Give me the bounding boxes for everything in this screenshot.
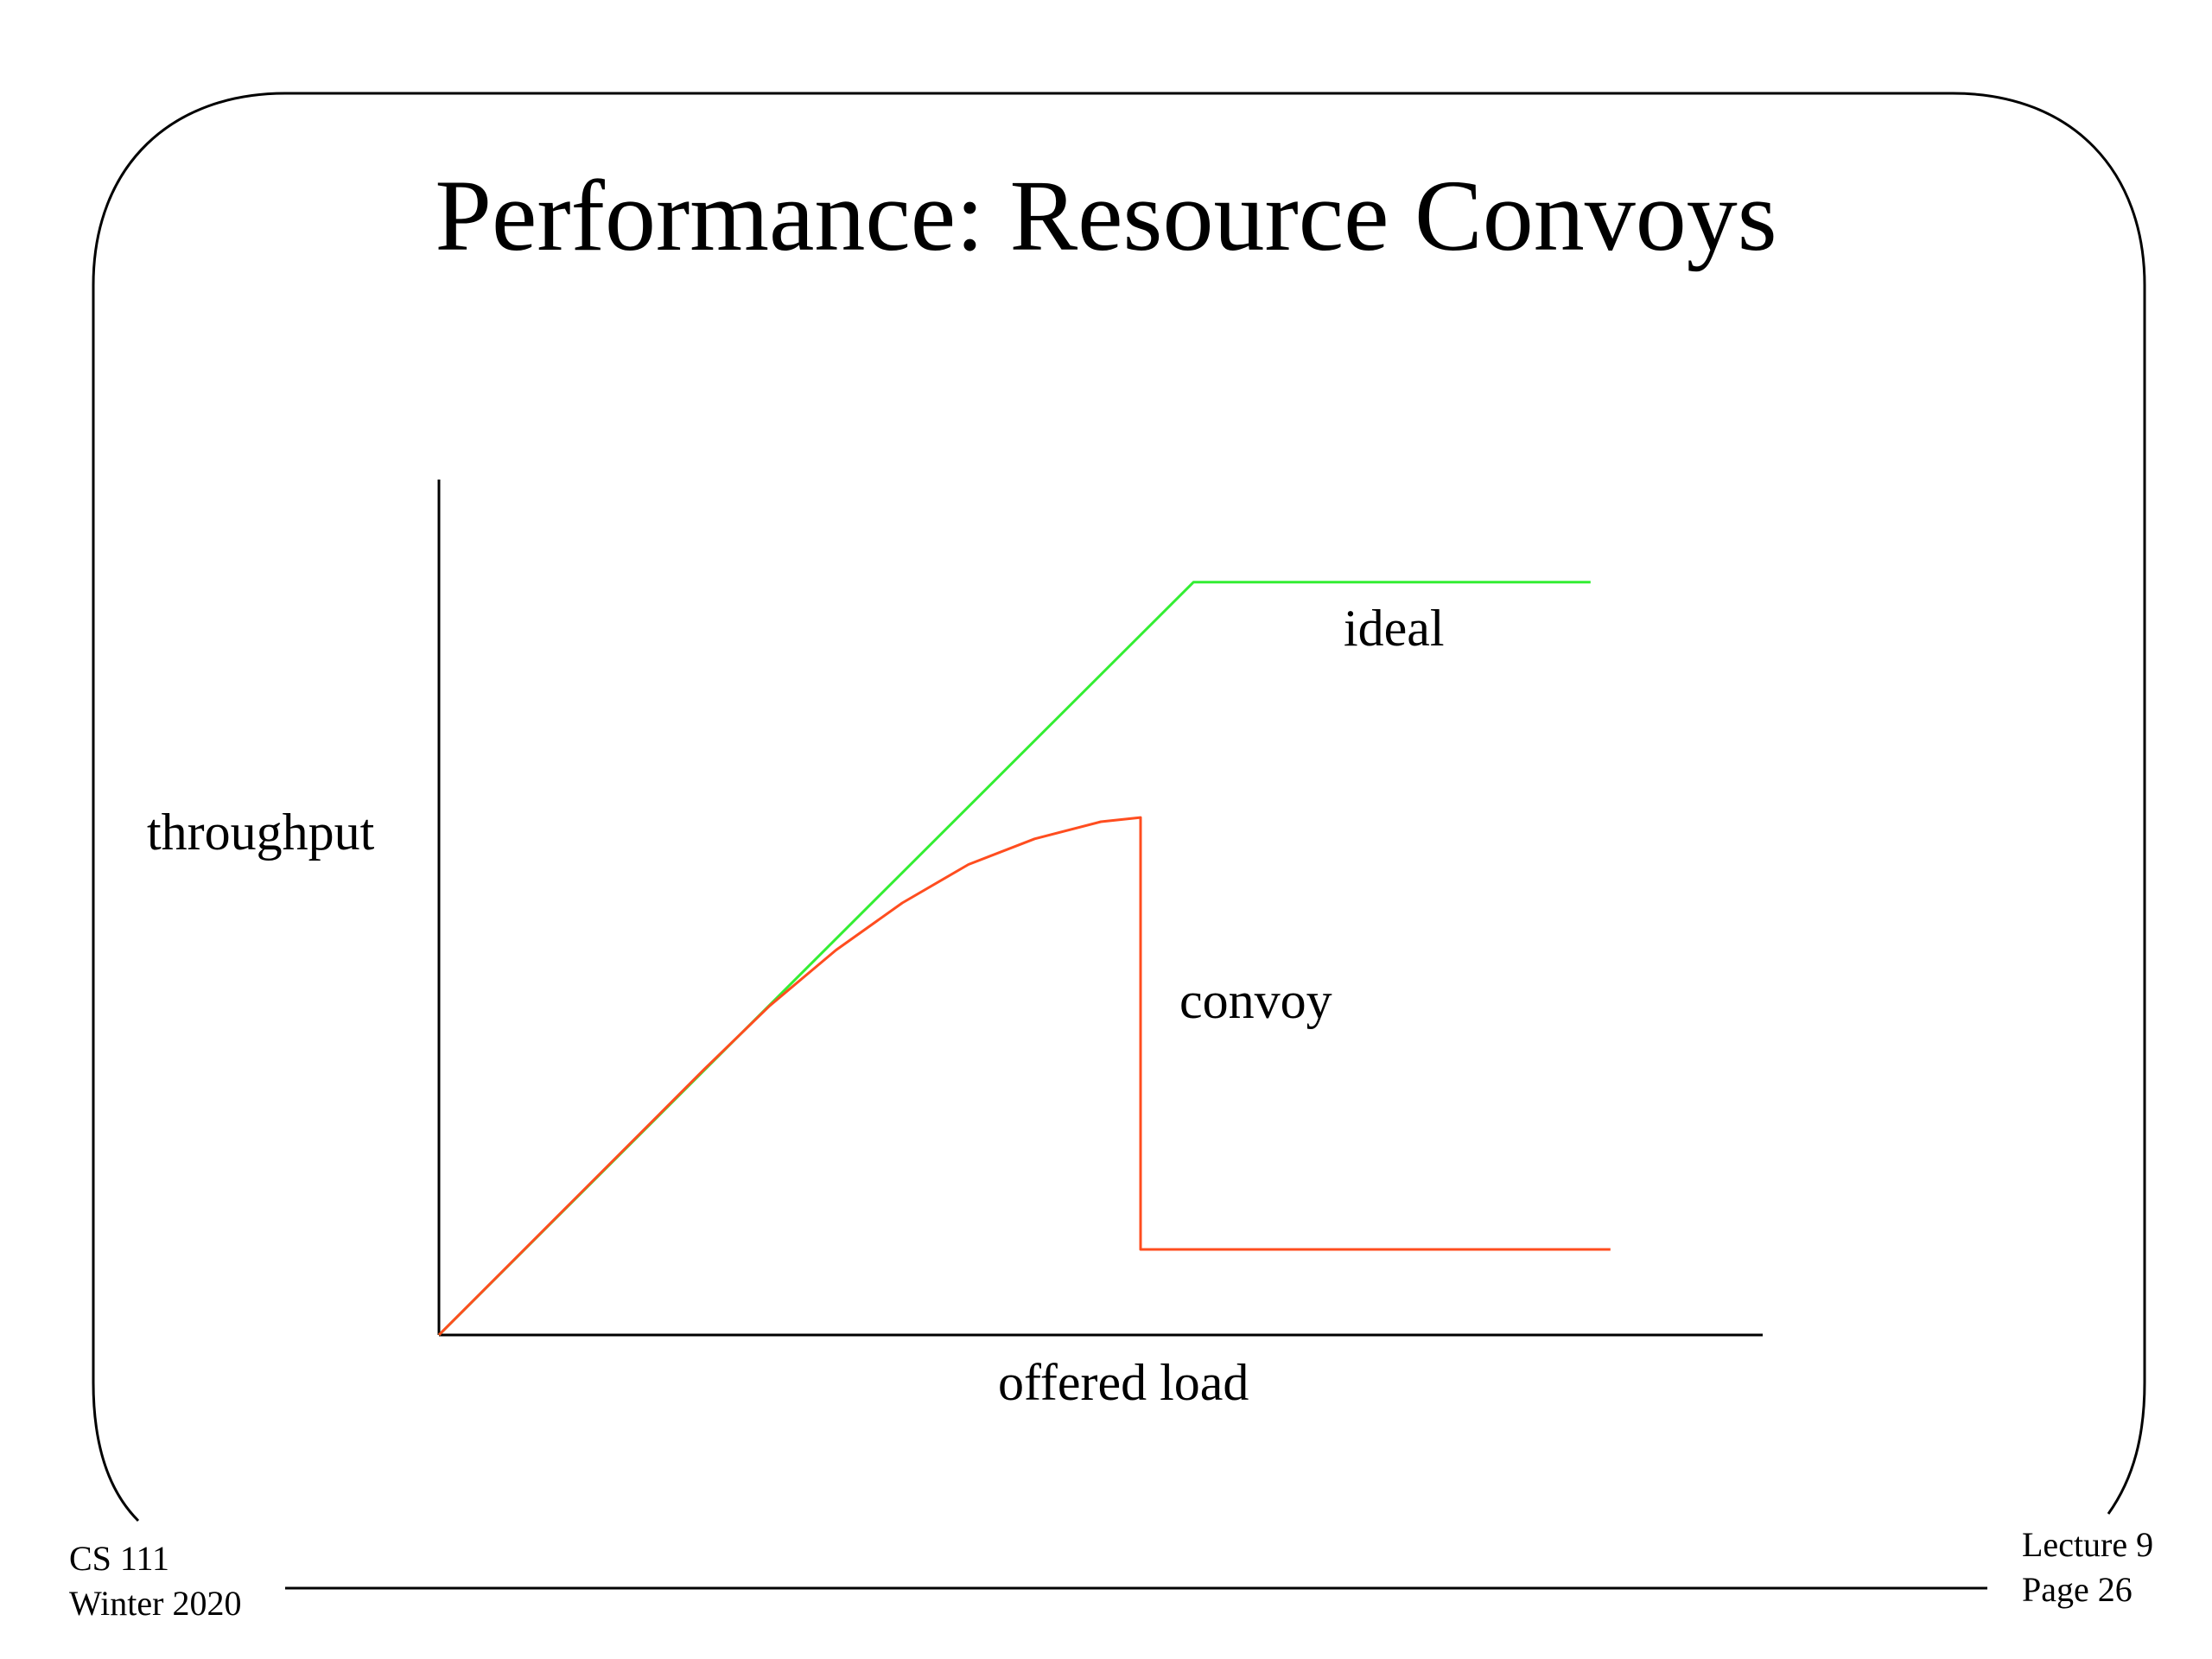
course-name: CS 111	[69, 1539, 169, 1578]
series-label-ideal: ideal	[1344, 600, 1445, 657]
lecture-number: Lecture 9	[2022, 1525, 2154, 1564]
slide-title: Performance: Resource Convoys	[435, 159, 1777, 272]
slide-border	[92, 92, 2146, 1522]
series-label-convoy: convoy	[1179, 972, 1332, 1029]
series-layer	[437, 581, 1611, 1337]
course-term: Winter 2020	[69, 1584, 242, 1623]
series-line-convoy	[437, 816, 1611, 1337]
chart	[437, 480, 1763, 1337]
x-axis-label: offered load	[998, 1354, 1249, 1411]
footer-page-info: Lecture 9 Page 26	[2022, 1522, 2153, 1612]
footer-course-info: CS 111 Winter 2020	[69, 1536, 241, 1626]
series-line-ideal	[437, 581, 1591, 1337]
y-axis-label: throughput	[147, 804, 375, 861]
page-number: Page 26	[2022, 1570, 2133, 1609]
